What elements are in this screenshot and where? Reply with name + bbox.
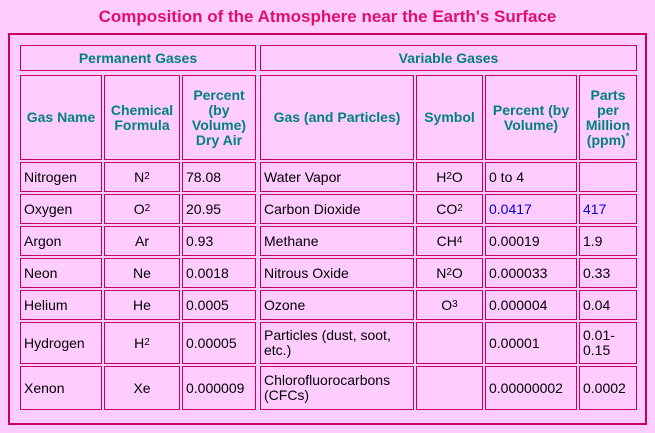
gas-name-cell: Xenon: [20, 366, 102, 410]
variable-gas-cell: Ozone: [260, 290, 414, 320]
percent-dry-air-cell: 20.95: [182, 194, 256, 224]
ppm-cell: 1.9: [579, 226, 637, 256]
footnote-mark: *: [625, 130, 630, 141]
gas-name-cell: Hydrogen: [20, 322, 102, 364]
variable-percent-cell: 0.00000002: [485, 366, 577, 410]
symbol-cell: [416, 322, 483, 364]
header-chemical-formula: Chemical Formula: [104, 75, 180, 160]
header-gas-particles: Gas (and Particles): [260, 75, 414, 160]
header-ppm: Parts per Million (ppm)*: [579, 75, 637, 160]
percent-dry-air-cell: 0.0005: [182, 290, 256, 320]
gas-name-cell: Nitrogen: [20, 162, 102, 192]
variable-gas-cell: Chlorofluorocarbons (CFCs): [260, 366, 414, 410]
group-header-permanent: Permanent Gases: [20, 45, 256, 71]
variable-gas-cell: Carbon Dioxide: [260, 194, 414, 224]
ppm-cell: 0.33: [579, 258, 637, 288]
page-title: Composition of the Atmosphere near the E…: [98, 7, 557, 26]
gas-name-cell: Neon: [20, 258, 102, 288]
variable-gas-cell: Water Vapor: [260, 162, 414, 192]
percent-dry-air-cell: 0.000009: [182, 366, 256, 410]
formula-cell: Ne: [104, 258, 180, 288]
header-ppm-label: Parts per Million (ppm): [585, 86, 631, 148]
variable-percent-cell: 0 to 4: [485, 162, 577, 192]
header-percent-dry-air: Percent (by Volume) Dry Air: [182, 75, 256, 160]
variable-percent-cell: 0.000004: [485, 290, 577, 320]
variable-percent-cell: 0.0417: [485, 194, 577, 224]
variable-gas-cell: Nitrous Oxide: [260, 258, 414, 288]
variable-gas-cell: Particles (dust, soot, etc.): [260, 322, 414, 364]
symbol-cell: CH 4: [416, 226, 483, 256]
formula-cell: Xe: [104, 366, 180, 410]
variable-percent-cell: 0.00001: [485, 322, 577, 364]
percent-dry-air-cell: 0.0018: [182, 258, 256, 288]
formula-cell: He: [104, 290, 180, 320]
ppm-cell: 417: [579, 194, 637, 224]
header-symbol: Symbol: [416, 75, 483, 160]
header-percent-volume: Percent (by Volume): [485, 75, 577, 160]
ppm-cell: [579, 162, 637, 192]
composition-table: Permanent Gases Variable Gases Gas Name …: [8, 33, 647, 425]
percent-dry-air-cell: 78.08: [182, 162, 256, 192]
percent-dry-air-cell: 0.93: [182, 226, 256, 256]
ppm-cell: 0.04: [579, 290, 637, 320]
symbol-cell: CO 2: [416, 194, 483, 224]
symbol-cell: [416, 366, 483, 410]
percent-dry-air-cell: 0.00005: [182, 322, 256, 364]
header-gas-name: Gas Name: [20, 75, 102, 160]
gas-name-cell: Argon: [20, 226, 102, 256]
group-header-variable: Variable Gases: [260, 45, 637, 71]
variable-percent-cell: 0.00019: [485, 226, 577, 256]
gas-name-cell: Oxygen: [20, 194, 102, 224]
ppm-cell: 0.01-0.15: [579, 322, 637, 364]
ppm-cell: 0.0002: [579, 366, 637, 410]
variable-gas-cell: Methane: [260, 226, 414, 256]
formula-cell: Ar: [104, 226, 180, 256]
variable-percent-cell: 0.000033: [485, 258, 577, 288]
gas-name-cell: Helium: [20, 290, 102, 320]
